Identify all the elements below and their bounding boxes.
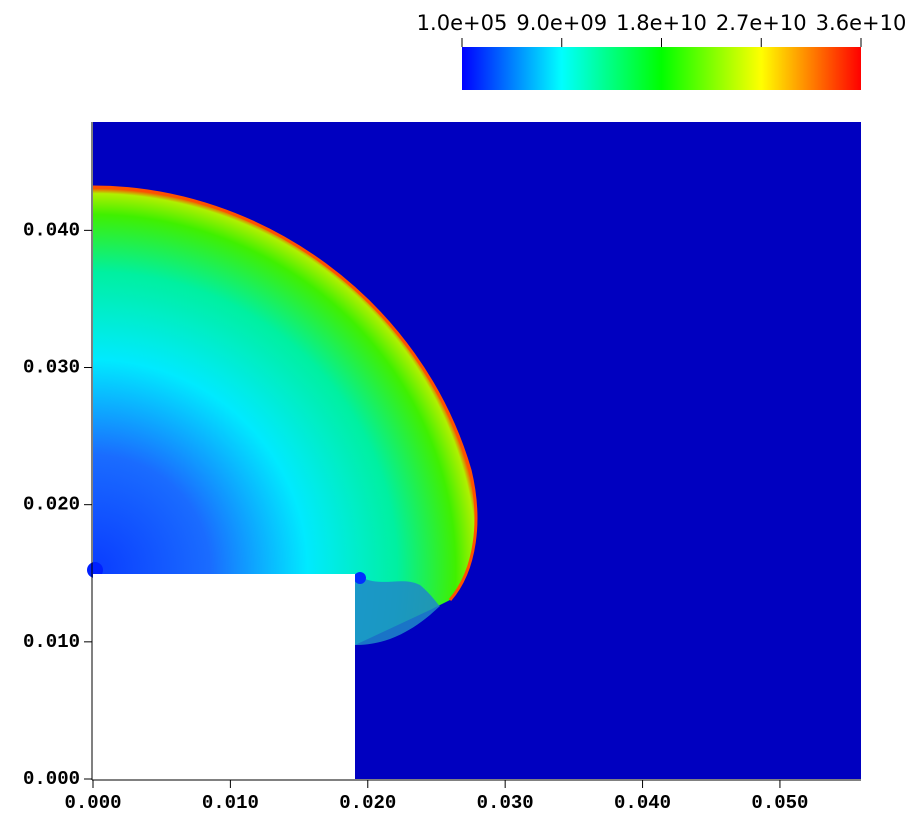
wake-region [355, 574, 440, 645]
x-tick-label: 0.020 [339, 792, 396, 814]
x-tick-label: 0.040 [614, 792, 671, 814]
x-tick-label: 0.010 [202, 792, 259, 814]
y-tick-label: 0.040 [23, 219, 80, 241]
x-tick-label: 0.030 [477, 792, 534, 814]
x-tick-label: 0.050 [751, 792, 808, 814]
shock-front [92, 185, 478, 601]
y-tick-label: 0.010 [23, 631, 80, 653]
field-plot [87, 122, 861, 780]
x-tick-label: 0.000 [64, 792, 121, 814]
y-tick-label: 0.020 [23, 494, 80, 516]
colorbar-tick-label: 1.0e+05 [417, 11, 508, 35]
y-tick-label: 0.030 [23, 357, 80, 379]
obstacle [93, 574, 355, 780]
colorbar [462, 47, 861, 90]
colorbar-tick-label: 3.6e+10 [816, 11, 907, 35]
y-tick-label: 0.000 [23, 768, 80, 790]
shock-region [93, 187, 476, 645]
colorbar-tick-label: 2.7e+10 [716, 11, 807, 35]
vortex [354, 572, 366, 584]
colorbar-tick-label: 1.8e+10 [616, 11, 707, 35]
colorbar-tick-label: 9.0e+09 [516, 11, 607, 35]
